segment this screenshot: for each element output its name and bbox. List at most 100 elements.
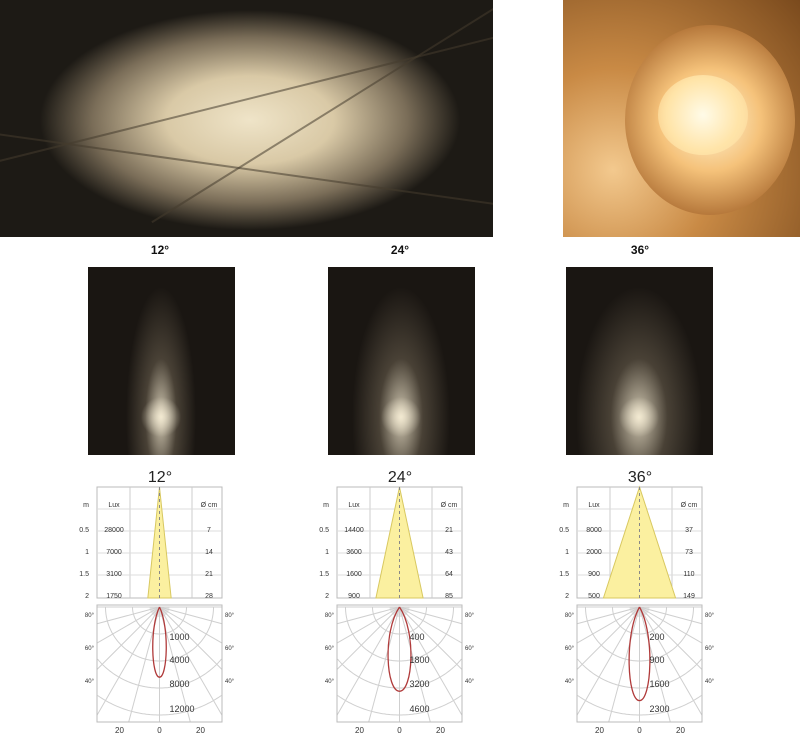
- intensity-label: 200: [650, 632, 665, 642]
- bottom-angle-label: 20: [676, 726, 685, 735]
- polar-spoke: [639, 606, 703, 644]
- angle-label-right: 80°: [705, 613, 715, 619]
- intensity-label: 3200: [410, 679, 430, 689]
- polar-spoke: [96, 606, 160, 670]
- row-distance: 0.5: [559, 527, 569, 534]
- angle-label-left: 60°: [325, 646, 335, 652]
- row-lux: 14400: [344, 527, 364, 534]
- row-distance: 2: [85, 593, 89, 600]
- angle-label-left: 60°: [85, 646, 95, 652]
- polar-spoke: [96, 606, 160, 625]
- angle-label-right: 40°: [225, 679, 235, 685]
- beam-angle-label: 12°: [150, 243, 170, 257]
- row-diameter: 64: [445, 571, 453, 578]
- angle-label-left: 80°: [325, 613, 335, 619]
- row-lux: 3600: [346, 549, 362, 556]
- polar-spoke: [159, 606, 223, 670]
- beam-photo: [88, 267, 235, 455]
- beam-angle-label: 24°: [390, 243, 410, 257]
- polar-frame: [576, 604, 703, 723]
- polar-spoke: [336, 606, 400, 625]
- polar-chart: [576, 604, 703, 723]
- bottom-angle-label: 20: [595, 726, 604, 735]
- row-distance: 1: [85, 549, 89, 556]
- header-m: m: [323, 502, 329, 509]
- row-lux: 8000: [586, 527, 602, 534]
- intensity-label: 12000: [170, 704, 195, 714]
- polar-frame: [336, 604, 463, 723]
- row-diameter: 110: [683, 571, 694, 578]
- row-lux: 1750: [106, 593, 122, 600]
- intensity-label: 4000: [170, 655, 190, 665]
- row-lux: 900: [348, 593, 360, 600]
- intensity-label: 900: [650, 655, 665, 665]
- polar-spoke: [159, 606, 223, 644]
- diagram-title: 24°: [387, 469, 413, 486]
- row-distance: 1.5: [79, 571, 89, 578]
- intensity-lobe: [628, 606, 651, 702]
- row-distance: 1.5: [559, 571, 569, 578]
- row-distance: 0.5: [319, 527, 329, 534]
- row-distance: 2: [325, 593, 329, 600]
- polar-spoke: [576, 606, 640, 644]
- diagram-title: 36°: [627, 469, 653, 486]
- row-diameter: 43: [445, 549, 453, 556]
- row-distance: 1: [325, 549, 329, 556]
- row-diameter: 37: [685, 527, 693, 534]
- row-diameter: 85: [445, 593, 453, 600]
- row-lux: 2000: [586, 549, 602, 556]
- row-diameter: 21: [445, 527, 453, 534]
- polar-frame: [96, 604, 223, 723]
- intensity-label: 2300: [650, 704, 670, 714]
- polar-chart: [336, 604, 463, 723]
- row-diameter: 21: [205, 571, 213, 578]
- header-lux: Lux: [348, 502, 360, 509]
- photometric-diagram: m Lux Ø cm 0.5 14400 21 1 3600 43 1.5 1600 64 2 900 85…: [319, 486, 475, 735]
- header-m: m: [563, 502, 569, 509]
- polar-spoke: [336, 606, 400, 670]
- row-diameter: 7: [207, 527, 211, 534]
- angle-label-left: 80°: [85, 613, 95, 619]
- diagram-title: 12°: [147, 469, 173, 486]
- polar-spoke: [399, 606, 431, 723]
- bottom-angle-label: 0: [397, 726, 402, 735]
- polar-spoke: [159, 606, 223, 625]
- angle-label-right: 60°: [465, 646, 475, 652]
- polar-spoke: [96, 606, 160, 716]
- angle-label-right: 40°: [705, 679, 715, 685]
- polar-spoke: [399, 606, 463, 716]
- intensity-label: 1800: [410, 655, 430, 665]
- row-lux: 7000: [106, 549, 122, 556]
- intensity-label: 400: [410, 632, 425, 642]
- intensity-label: 8000: [170, 679, 190, 689]
- angle-label-left: 60°: [565, 646, 575, 652]
- beam-photo: [566, 267, 713, 455]
- bottom-angle-label: 20: [436, 726, 445, 735]
- angle-label-right: 40°: [465, 679, 475, 685]
- bottom-angle-label: 20: [115, 726, 124, 735]
- row-lux: 3100: [106, 571, 122, 578]
- polar-spoke: [576, 606, 640, 670]
- polar-spoke: [368, 606, 400, 723]
- header-diameter: Ø cm: [441, 502, 458, 509]
- header-lux: Lux: [108, 502, 120, 509]
- row-lux: 1600: [346, 571, 362, 578]
- polar-spoke: [399, 606, 463, 644]
- angle-label-left: 40°: [565, 679, 575, 685]
- polar-spoke: [608, 606, 640, 723]
- row-lux: 900: [588, 571, 600, 578]
- angle-label-right: 80°: [465, 613, 475, 619]
- photometric-diagram: m Lux Ø cm 0.5 28000 7 1 7000 14 1.5 3100 21 2 1750 28…: [79, 486, 235, 735]
- row-distance: 1: [565, 549, 569, 556]
- angle-label-left: 40°: [85, 679, 95, 685]
- header-diameter: Ø cm: [681, 502, 698, 509]
- polar-chart: [96, 604, 223, 723]
- intensity-label: 4600: [410, 704, 430, 714]
- intensity-label: 1600: [650, 679, 670, 689]
- row-diameter: 14: [205, 549, 213, 556]
- polar-spoke: [576, 606, 640, 716]
- header-m: m: [83, 502, 89, 509]
- polar-spoke: [336, 606, 400, 716]
- beam-photo: [328, 267, 475, 455]
